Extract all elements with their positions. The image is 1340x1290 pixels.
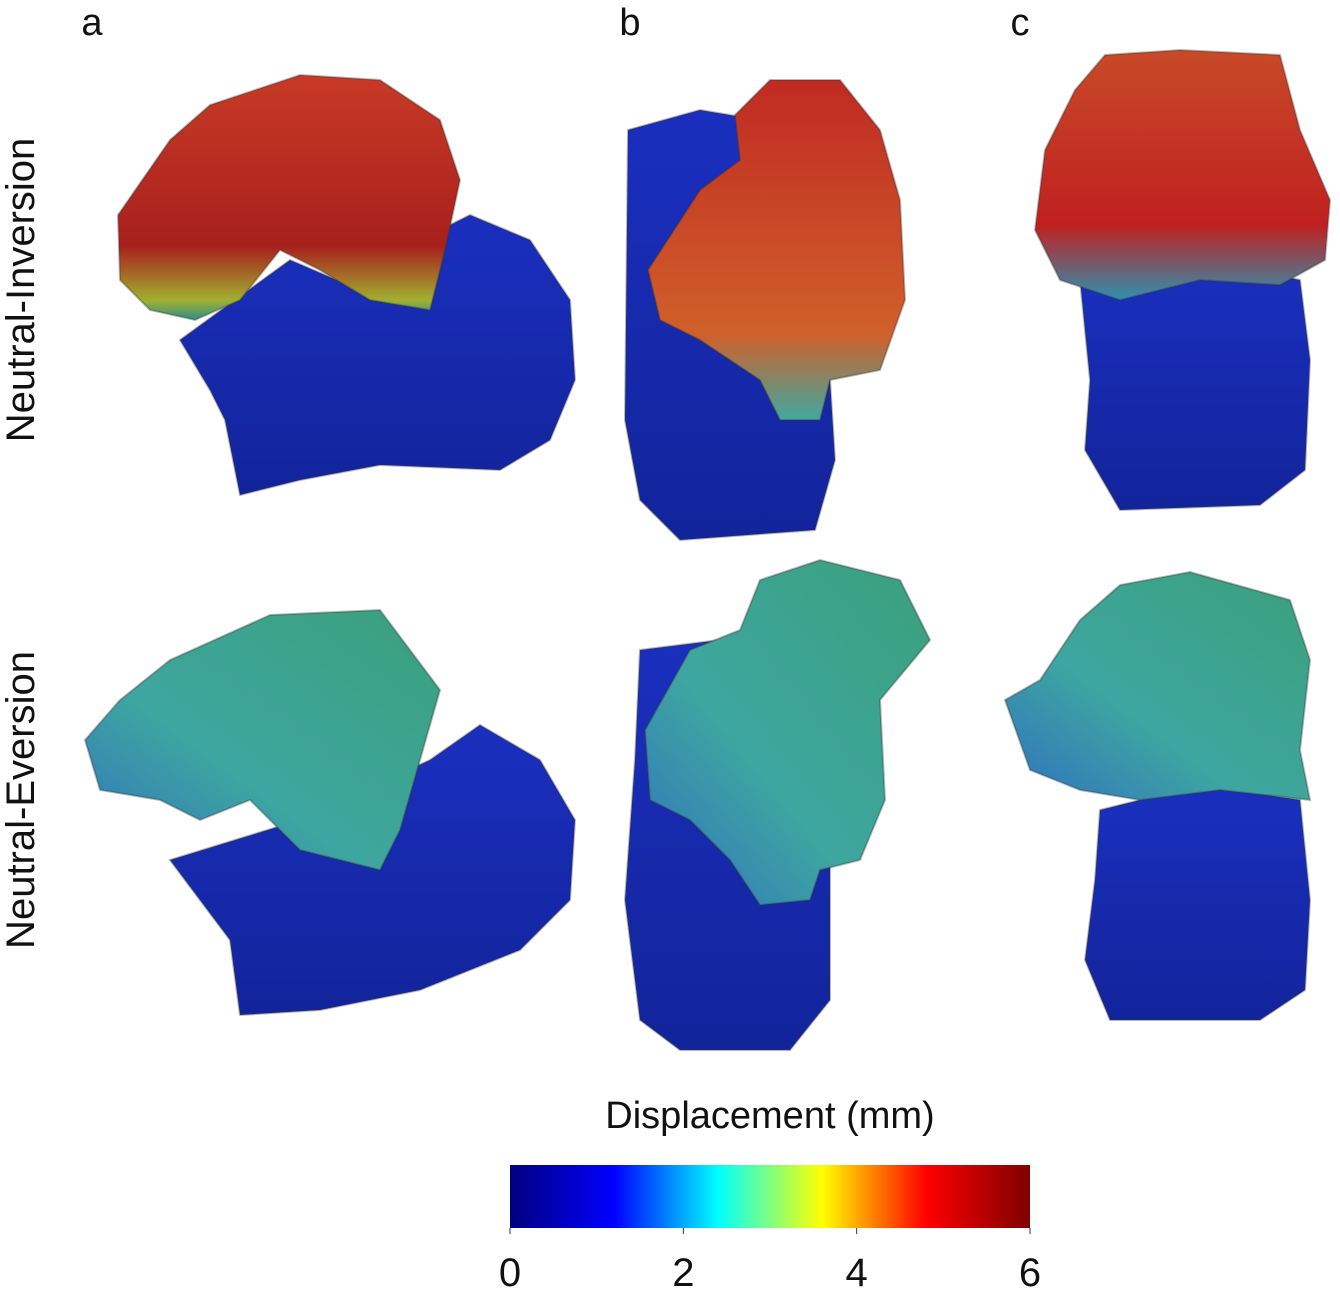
tick-label: 2	[672, 1251, 694, 1290]
column-label: a	[81, 2, 103, 44]
tick-label: 4	[846, 1251, 868, 1290]
talus	[1033, 48, 1332, 302]
talus	[1003, 570, 1312, 802]
calcaneus	[1083, 783, 1312, 1021]
row-label: Neutral-Inversion	[0, 138, 43, 443]
talus	[643, 558, 932, 907]
tick-label: 0	[499, 1251, 521, 1290]
tick-label: 6	[1019, 1251, 1041, 1290]
row-label: Neutral-Eversion	[0, 651, 43, 949]
calcaneus	[168, 723, 577, 1017]
column-label: b	[619, 2, 640, 44]
column-label: c	[1011, 2, 1030, 44]
talus	[646, 79, 907, 421]
talus	[116, 73, 462, 322]
colorbar-title: Displacement (mm)	[605, 1095, 934, 1137]
talus	[83, 608, 442, 872]
colorbar	[510, 1165, 1030, 1228]
